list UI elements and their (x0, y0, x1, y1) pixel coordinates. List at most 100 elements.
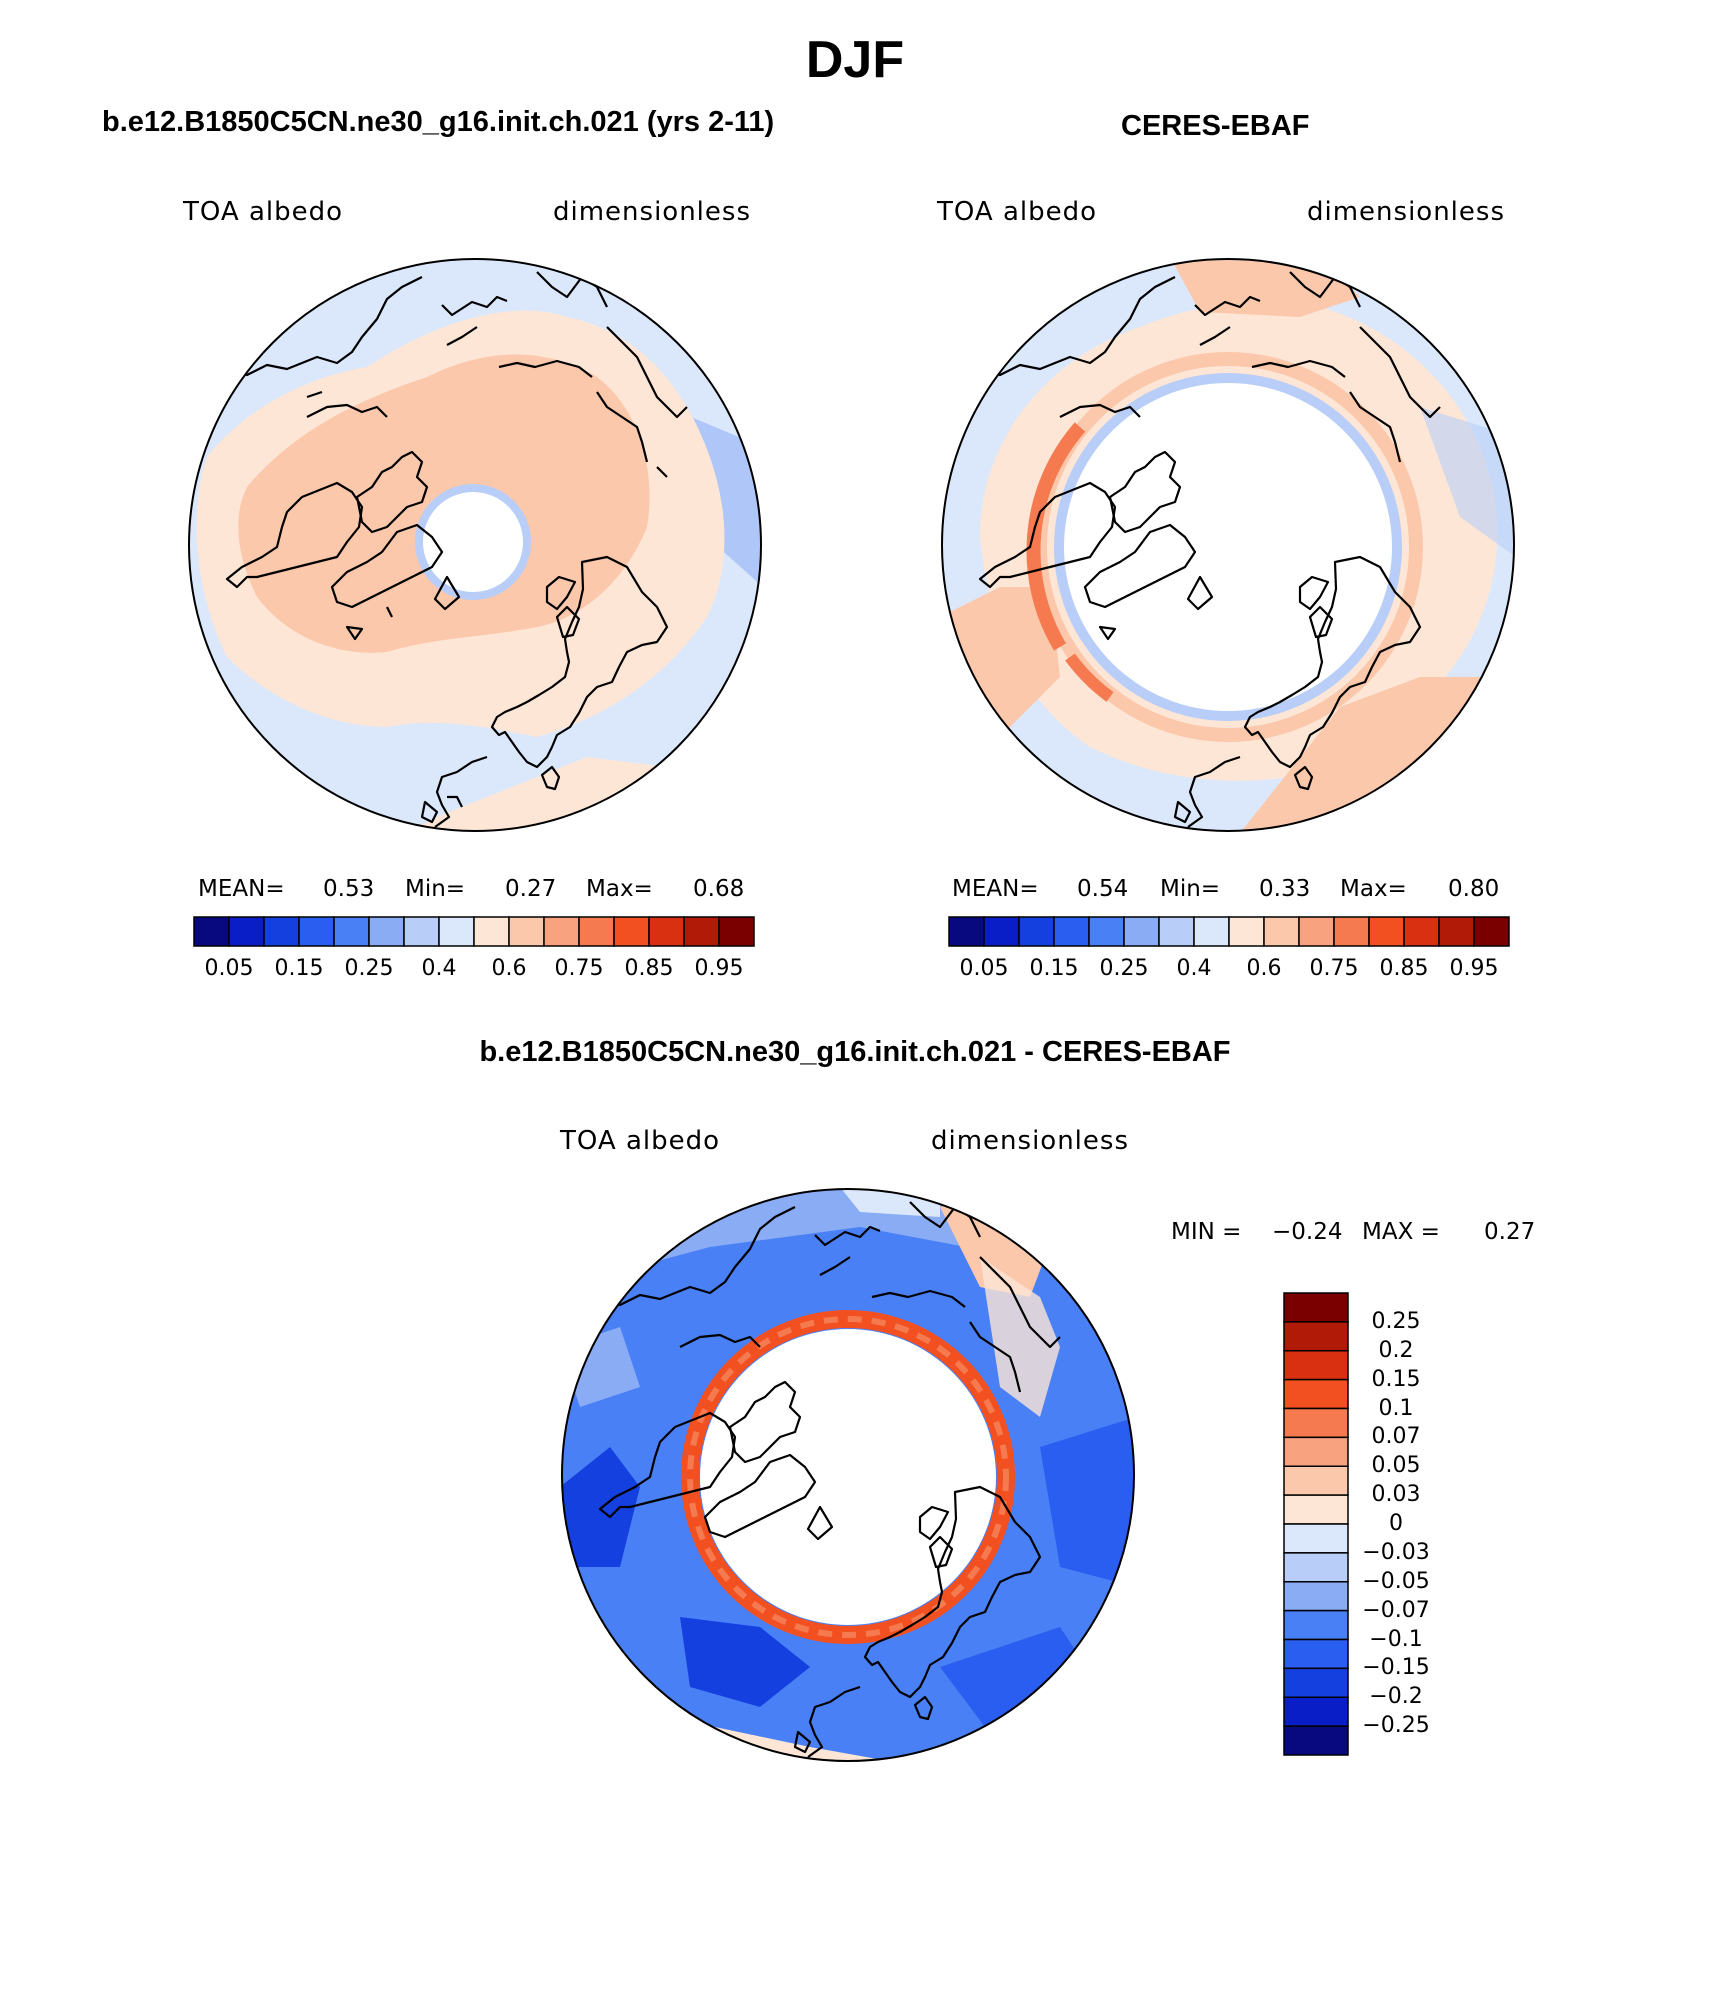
colorbar-swatch (1283, 1436, 1349, 1467)
colorbar-swatch (1283, 1292, 1349, 1323)
min-value-model: 0.27 (505, 876, 557, 902)
colorbar-swatch (1263, 916, 1300, 947)
colorbar-tick-label: 0.05 (1371, 1453, 1421, 1479)
panel-title-diff: b.e12.B1850C5CN.ne30_g16.init.ch.021 - C… (479, 1036, 1231, 1068)
colorbar-tick-label: 0 (1389, 1511, 1403, 1536)
colorbar-swatch (298, 916, 335, 947)
colorbar-tick-label: 0.25 (1371, 1308, 1421, 1334)
mean-value-model: 0.53 (323, 876, 375, 902)
colorbar-tick-label: 0.75 (1309, 956, 1359, 981)
colorbar-swatch (578, 916, 615, 947)
colorbar-swatch (1283, 1494, 1349, 1525)
colorbar-swatch (1283, 1378, 1349, 1410)
variable-label-obs: TOA albedo (937, 197, 1098, 227)
colorbar-swatch (1473, 916, 1510, 947)
colorbar-swatch (1053, 916, 1090, 947)
page-title: DJF (805, 31, 905, 89)
colorbar-swatch (1333, 916, 1370, 947)
mean-label-obs: MEAN= (952, 876, 1039, 902)
colorbar-swatch (368, 916, 405, 947)
colorbar-swatch (508, 916, 545, 947)
variable-label-diff: TOA albedo (560, 1126, 721, 1156)
colorbar-swatch (648, 916, 685, 947)
colorbar-tick-label: 0.15 (274, 956, 324, 981)
colorbar-swatch (403, 916, 440, 947)
colorbar-swatch (543, 916, 580, 947)
colorbar-tick-label: 0.25 (344, 956, 394, 981)
colorbar-tick-label: −0.1 (1369, 1626, 1423, 1652)
colorbar-swatch (1283, 1407, 1349, 1439)
min-label-diff: MIN = (1171, 1219, 1242, 1245)
colorbar-tick-label: −0.15 (1362, 1655, 1430, 1681)
colorbar-swatch (1283, 1609, 1349, 1641)
polar-map-diff (561, 1188, 1135, 1762)
colorbar-swatch (438, 916, 475, 947)
colorbar-swatch (1368, 916, 1405, 947)
colorbar-swatch (983, 916, 1020, 947)
colorbar-tick-label: 0.15 (1029, 956, 1079, 981)
colorbar-swatch (1283, 1667, 1349, 1698)
colorbar-swatch (683, 916, 720, 947)
colorbar-tick-label: 0.95 (1449, 956, 1499, 981)
max-label-diff: MAX = (1362, 1219, 1440, 1245)
colorbar-swatch (473, 916, 510, 947)
colorbar-tick-label: −0.25 (1362, 1713, 1430, 1739)
min-label-model: Min= (405, 876, 466, 902)
colorbar-swatch (948, 916, 985, 947)
colorbar-labels-diff: 0.25 0.2 0.15 0.1 0.07 0.05 0.03 0 −0.03 −0.05 −0.… (1360, 1292, 1480, 1756)
colorbar-swatch (1158, 916, 1195, 947)
colorbar-tick-label: 0.4 (421, 956, 457, 981)
colorbar-swatch (1283, 1465, 1349, 1496)
mean-value-obs: 0.54 (1077, 876, 1129, 902)
colorbar-tick-label: −0.07 (1362, 1597, 1430, 1623)
max-value-model: 0.68 (693, 876, 745, 902)
colorbar-swatch (1298, 916, 1335, 947)
colorbar-swatch (718, 916, 755, 947)
polar-map-model (188, 258, 762, 832)
units-label-obs: dimensionless (1307, 197, 1505, 227)
colorbar-tick-label: 0.05 (959, 956, 1009, 981)
colorbar-tick-label: 0.85 (624, 956, 674, 981)
mean-label-model: MEAN= (198, 876, 285, 902)
colorbar-tick-label: 0.6 (491, 956, 527, 981)
max-label-model: Max= (586, 876, 653, 902)
min-label-obs: Min= (1160, 876, 1221, 902)
colorbar-swatch (1283, 1581, 1349, 1612)
panel-title-obs: CERES-EBAF (1121, 110, 1310, 142)
colorbar-tick-label: 0.03 (1371, 1482, 1421, 1508)
colorbar-tick-label: 0.1 (1378, 1395, 1414, 1421)
colorbar-swatch (1018, 916, 1055, 947)
units-label-diff: dimensionless (931, 1126, 1129, 1156)
colorbar-tick-label: 0.07 (1371, 1424, 1421, 1450)
min-value-diff: −0.24 (1272, 1219, 1343, 1245)
colorbar-swatch (1283, 1725, 1349, 1756)
max-label-obs: Max= (1340, 876, 1407, 902)
colorbar-swatch (1283, 1523, 1349, 1554)
colorbar-tick-label: 0.2 (1378, 1337, 1414, 1363)
colorbar-tick-label: −0.05 (1362, 1568, 1430, 1594)
colorbar-labels-model: 0.05 0.15 0.25 0.4 0.6 0.75 0.85 0.95 (193, 956, 755, 984)
colorbar-swatch (1193, 916, 1230, 947)
polar-map-obs (941, 258, 1515, 832)
variable-label-model: TOA albedo (183, 197, 344, 227)
colorbar-tick-label: 0.25 (1099, 956, 1149, 981)
units-label-model: dimensionless (553, 197, 751, 227)
colorbar-tick-label: 0.75 (554, 956, 604, 981)
colorbar-swatch (613, 916, 650, 947)
colorbar-swatch (228, 916, 265, 947)
colorbar-swatch (1283, 1321, 1349, 1352)
colorbar-swatch (1283, 1638, 1349, 1670)
colorbar-tick-label: 0.05 (204, 956, 254, 981)
min-value-obs: 0.33 (1259, 876, 1311, 902)
colorbar-swatch (193, 916, 230, 947)
colorbar-swatch (1283, 1696, 1349, 1727)
colorbar-swatch (1088, 916, 1125, 947)
colorbar-tick-label: 0.4 (1176, 956, 1212, 981)
colorbar-tick-label: −0.03 (1362, 1539, 1430, 1565)
colorbar-tick-label: 0.85 (1379, 956, 1429, 981)
colorbar-swatch (1228, 916, 1265, 947)
colorbar-obs (948, 916, 1510, 947)
colorbar-tick-label: 0.15 (1371, 1366, 1421, 1392)
colorbar-tick-label: 0.6 (1246, 956, 1282, 981)
colorbar-swatch (1438, 916, 1475, 947)
